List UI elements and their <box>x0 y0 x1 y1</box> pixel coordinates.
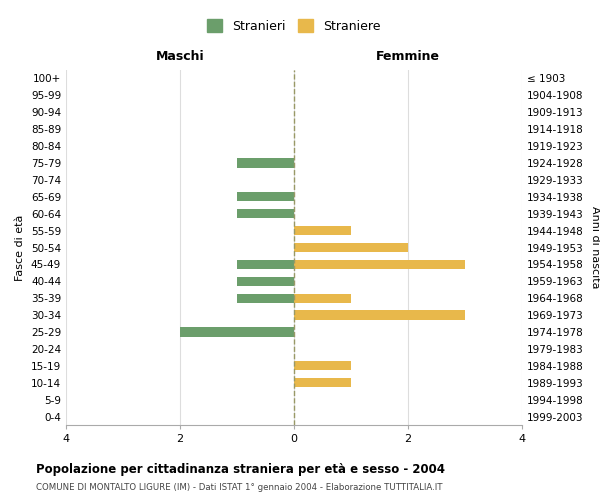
Y-axis label: Fasce di età: Fasce di età <box>16 214 25 280</box>
Bar <box>294 378 351 388</box>
Text: COMUNE DI MONTALTO LIGURE (IM) - Dati ISTAT 1° gennaio 2004 - Elaborazione TUTTI: COMUNE DI MONTALTO LIGURE (IM) - Dati IS… <box>36 482 443 492</box>
Bar <box>237 294 294 303</box>
Y-axis label: Anni di nascita: Anni di nascita <box>590 206 600 289</box>
Text: Popolazione per cittadinanza straniera per età e sesso - 2004: Popolazione per cittadinanza straniera p… <box>36 462 445 475</box>
Bar <box>180 328 294 336</box>
Bar <box>294 260 465 269</box>
Legend: Stranieri, Straniere: Stranieri, Straniere <box>207 20 381 33</box>
Bar <box>294 243 408 252</box>
Bar <box>237 209 294 218</box>
Bar <box>294 226 351 235</box>
Bar <box>237 158 294 168</box>
Bar <box>237 260 294 269</box>
Bar <box>237 276 294 286</box>
Text: Maschi: Maschi <box>155 50 205 63</box>
Text: Femmine: Femmine <box>376 50 440 63</box>
Bar <box>237 192 294 202</box>
Bar <box>294 294 351 303</box>
Bar <box>294 310 465 320</box>
Bar <box>294 361 351 370</box>
